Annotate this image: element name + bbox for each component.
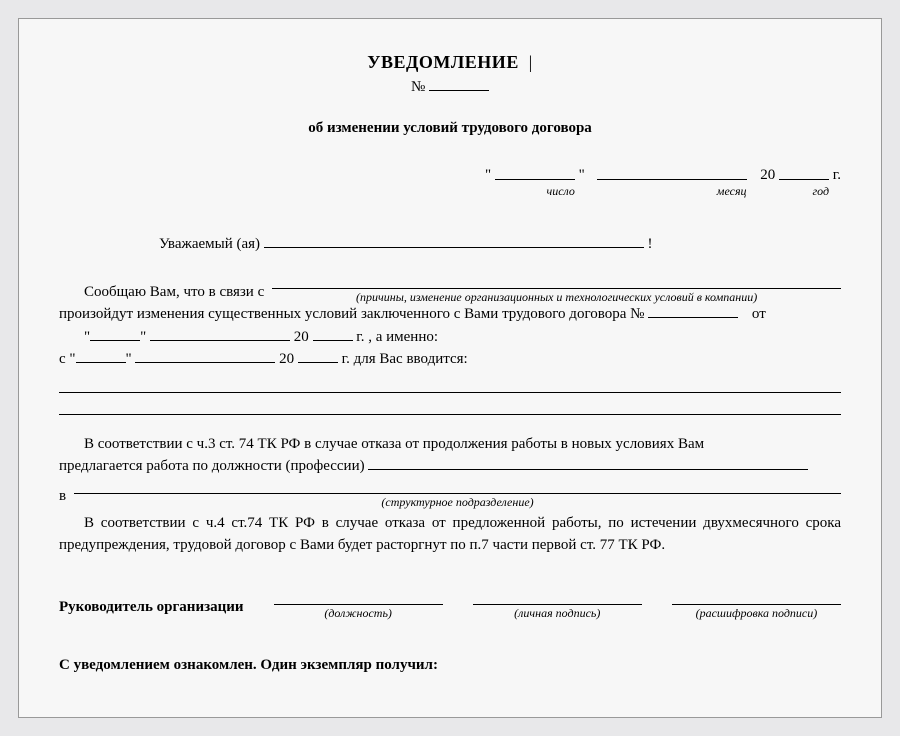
body-block-1: Сообщаю Вам, что в связи с (причины, изм… — [59, 273, 841, 415]
body2-prof-blank[interactable] — [368, 455, 808, 470]
date-day-blank[interactable] — [495, 164, 575, 180]
sig-name-blank[interactable] — [672, 587, 841, 605]
body1-reason-blank[interactable] — [272, 273, 841, 289]
date-year-sub: год — [812, 184, 829, 198]
date-month-blank[interactable] — [597, 164, 747, 180]
body2-p2: В соответствии с ч.4 ст.74 ТК РФ в случа… — [59, 512, 841, 557]
signature-row: Руководитель организации (должность) (ли… — [59, 587, 841, 619]
b1-g1: г. , а именно: — [356, 329, 438, 345]
body-block-2: В соответствии с ч.3 ст. 74 ТК РФ в случ… — [59, 433, 841, 557]
sig-label: Руководитель организации — [59, 596, 244, 619]
body1-line2-row: произойдут изменения существенных услови… — [59, 303, 841, 326]
doc-title: УВЕДОМЛЕНИЕ — [367, 52, 519, 72]
date-month-sub: месяц — [717, 184, 747, 198]
sig-s2: (личная подпись) — [473, 607, 642, 619]
number-row: № — [59, 76, 841, 99]
b1-m1[interactable] — [150, 326, 290, 341]
body1-line1a: Сообщаю Вам, что в связи с — [59, 281, 264, 304]
ack-text: С уведомлением ознакомлен. Один экземпля… — [59, 654, 841, 677]
q-open: " — [485, 167, 491, 183]
salutation-label: Уважаемый (ая) — [159, 236, 260, 252]
b1-y1[interactable] — [313, 326, 353, 341]
salutation-blank[interactable] — [264, 233, 644, 248]
body1-date1-row: "" 20 г. , а именно: — [59, 326, 841, 349]
subtitle: об изменении условий трудового договора — [59, 117, 841, 140]
b1-c: с " — [59, 351, 76, 367]
title-bar: | — [529, 52, 533, 72]
free-line-2[interactable] — [59, 397, 841, 415]
body2-p1b-row: предлагается работа по должности (профес… — [59, 455, 841, 478]
body1-line2: произойдут изменения существенных услови… — [59, 306, 644, 322]
date-g: г. — [833, 167, 841, 183]
b1-20-1: 20 — [294, 329, 309, 345]
body2-v: в — [59, 485, 66, 508]
body2-p1a: В соответствии с ч.3 ст. 74 ТК РФ в случ… — [59, 433, 841, 456]
q-close: " — [579, 167, 585, 183]
sig-s1: (должность) — [274, 607, 443, 619]
sig-s3: (расшифровка подписи) — [672, 607, 841, 619]
sig-sign-blank[interactable] — [473, 587, 642, 605]
free-line-1[interactable] — [59, 375, 841, 393]
number-blank[interactable] — [429, 76, 489, 91]
date-row: " число " месяц 20 год г. — [59, 164, 841, 203]
body2-p1b: предлагается работа по должности (профес… — [59, 458, 365, 474]
number-label: № — [411, 79, 425, 95]
header-block: УВЕДОМЛЕНИЕ | № об изменении условий тру… — [59, 49, 841, 139]
body2-dept-blank[interactable] — [74, 478, 841, 494]
body2-v-row: в (структурное подразделение) — [59, 478, 841, 508]
salutation-excl: ! — [648, 236, 653, 252]
date-year-blank[interactable] — [779, 164, 829, 180]
body2-sub: (структурное подразделение) — [74, 496, 841, 508]
date-day-sub: число — [546, 184, 574, 198]
body1-date2-row: с "" 20 г. для Вас вводится: — [59, 348, 841, 371]
body1-sub1: (причины, изменение организационных и те… — [272, 291, 841, 303]
sig-pos-blank[interactable] — [274, 587, 443, 605]
b1-y2[interactable] — [298, 348, 338, 363]
b1-g2: г. для Вас вводится: — [342, 351, 468, 367]
b1-d2[interactable] — [76, 348, 126, 363]
date-20: 20 — [760, 167, 775, 183]
b1-20-2: 20 — [279, 351, 294, 367]
body1-dognum-blank[interactable] — [648, 303, 738, 318]
salutation-row: Уважаемый (ая) ! — [59, 233, 841, 256]
document-page: УВЕДОМЛЕНИЕ | № об изменении условий тру… — [18, 18, 882, 718]
b1-m2[interactable] — [135, 348, 275, 363]
title-row: УВЕДОМЛЕНИЕ | — [59, 49, 841, 76]
body1-ot: от — [752, 306, 766, 322]
b1-d1[interactable] — [90, 326, 140, 341]
